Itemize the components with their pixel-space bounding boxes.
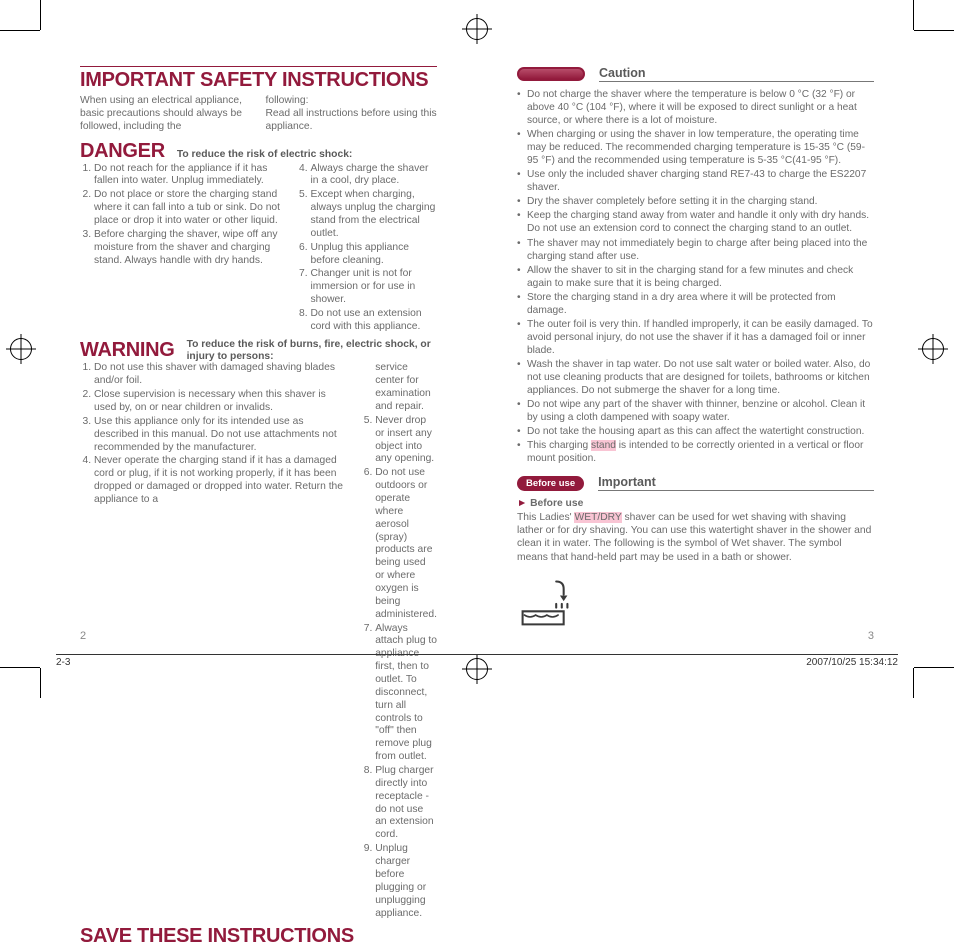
crop-mark: [0, 30, 40, 31]
caution-list: Do not charge the shaver where the tempe…: [517, 88, 874, 465]
warning-subtitle: To reduce the risk of burns, fire, elect…: [187, 339, 437, 363]
page-spread: IMPORTANT SAFETY INSTRUCTIONS When using…: [56, 46, 898, 652]
caution-item: Store the charging stand in a dry area w…: [517, 291, 874, 317]
important-heading: Important: [598, 475, 874, 491]
danger-heading-row: DANGER To reduce the risk of electric sh…: [80, 140, 437, 163]
danger-list-left: Do not reach for the appliance if it has…: [80, 163, 283, 335]
caution-item: Use only the included shaver charging st…: [517, 168, 874, 194]
before-use-body: This Ladies' WET/DRY shaver can be used …: [517, 511, 874, 565]
caution-item: When charging or using the shaver in low…: [517, 128, 874, 167]
page-number-right: 3: [868, 630, 874, 642]
print-footer: 2-3 2007/10/25 15:34:12: [56, 654, 898, 668]
registration-mark: [466, 18, 488, 40]
caution-item: This charging stand is intended to be co…: [517, 439, 874, 465]
page-number-left: 2: [80, 630, 86, 642]
right-page: Caution Do not charge the shaver where t…: [499, 46, 898, 652]
list-item: Never operate the charging stand if it h…: [94, 455, 347, 506]
list-item: Do not use an extension cord with this a…: [311, 308, 438, 334]
danger-columns: Do not reach for the appliance if it has…: [80, 163, 437, 335]
save-heading: SAVE THESE INSTRUCTIONS: [80, 925, 437, 948]
crop-mark: [913, 668, 914, 698]
list-item: Except when charging, always unplug the …: [311, 189, 438, 240]
list-item: Do not use this shaver with damaged shav…: [94, 362, 347, 388]
crop-mark: [914, 667, 954, 668]
crop-mark: [40, 0, 41, 30]
before-use-label: Before use: [530, 498, 583, 509]
caution-item: Dry the shaver completely before setting…: [517, 195, 874, 208]
left-page: IMPORTANT SAFETY INSTRUCTIONS When using…: [56, 46, 455, 652]
before-use-pill: Before use: [517, 476, 584, 491]
caution-header-row: Caution: [517, 66, 874, 82]
warning-heading-row: WARNING To reduce the risk of burns, fir…: [80, 339, 437, 363]
registration-mark: [10, 338, 32, 360]
footer-right: 2007/10/25 15:34:12: [806, 657, 898, 668]
crop-mark: [0, 667, 40, 668]
list-item: Always charge the shaver in a cool, dry …: [311, 163, 438, 189]
caution-item: Allow the shaver to sit in the charging …: [517, 264, 874, 290]
warning-list-left: Do not use this shaver with damaged shav…: [80, 362, 347, 921]
pill-decoration: [517, 67, 585, 81]
list-item: Do not reach for the appliance if it has…: [94, 163, 283, 189]
list-item: Close supervision is necessary when this…: [94, 389, 347, 415]
wetdry-highlight: WET/DRY: [574, 512, 621, 523]
list-item: Do not place or store the charging stand…: [94, 189, 283, 228]
list-item: Do not use outdoors or operate where aer…: [375, 467, 437, 621]
arrow-icon: ►: [517, 498, 527, 509]
list-item: Unplug this appliance before cleaning.: [311, 242, 438, 268]
registration-mark: [922, 338, 944, 360]
wet-shaver-symbol: [517, 574, 573, 630]
danger-heading: DANGER: [80, 140, 165, 163]
intro-col-right: following: Read all instructions before …: [266, 95, 438, 134]
list-item: Before charging the shaver, wipe off any…: [94, 229, 283, 268]
list-item: Plug charger directly into receptacle - …: [375, 765, 437, 842]
caution-item: Keep the charging stand away from water …: [517, 209, 874, 235]
caution-item: The shaver may not immediately begin to …: [517, 237, 874, 263]
crop-mark: [913, 0, 914, 30]
warning-heading: WARNING: [80, 339, 175, 362]
caution-item: Wash the shaver in tap water. Do not use…: [517, 358, 874, 397]
caution-item: Do not take the housing apart as this ca…: [517, 425, 874, 438]
list-item: Always attach plug to appliance first, t…: [375, 623, 437, 764]
main-heading: IMPORTANT SAFETY INSTRUCTIONS: [80, 66, 437, 92]
list-item: Unplug charger before plugging or unplug…: [375, 843, 437, 920]
crop-mark: [914, 30, 954, 31]
danger-subtitle: To reduce the risk of electric shock:: [177, 149, 352, 160]
caution-item: Do not wipe any part of the shaver with …: [517, 398, 874, 424]
list-item: Use this appliance only for its intended…: [94, 416, 347, 455]
caution-item: The outer foil is very thin. If handled …: [517, 318, 874, 357]
warning-columns: Do not use this shaver with damaged shav…: [80, 362, 437, 921]
crop-mark: [40, 668, 41, 698]
caution-item: Do not charge the shaver where the tempe…: [517, 88, 874, 127]
intro-text: When using an electrical appliance, basi…: [80, 95, 437, 134]
important-header-row: Before use Important: [517, 475, 874, 491]
list-item: Changer unit is not for immersion or for…: [311, 268, 438, 307]
before-use-section: ► Before use This Ladies' WET/DRY shaver…: [517, 497, 874, 564]
list-item: Never drop or insert any object into any…: [375, 415, 437, 466]
caution-heading: Caution: [599, 66, 874, 82]
danger-list-right: Always charge the shaver in a cool, dry …: [297, 163, 438, 335]
warning-continuation: service center for examination and repai…: [361, 362, 437, 413]
intro-col-left: When using an electrical appliance, basi…: [80, 95, 252, 134]
footer-left: 2-3: [56, 657, 70, 668]
